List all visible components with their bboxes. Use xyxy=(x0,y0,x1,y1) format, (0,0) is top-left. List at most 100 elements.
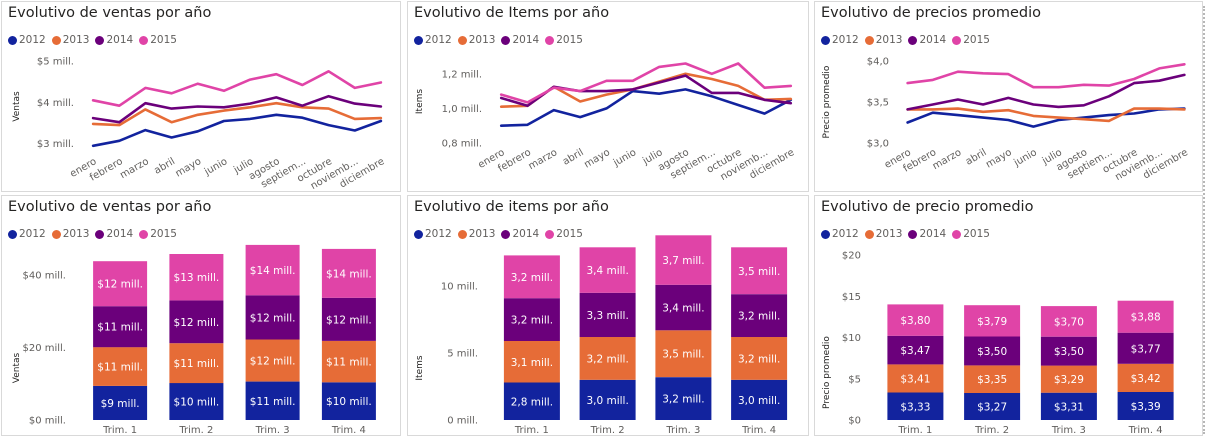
data-label: 3,7 mill. xyxy=(662,255,704,267)
y-tick-label: $20 xyxy=(842,251,861,262)
bar-segment-2013 xyxy=(655,330,712,378)
legend-item-2015[interactable]: 2015 xyxy=(139,228,177,240)
data-label: $3,50 xyxy=(977,346,1007,358)
legend-item-2013[interactable]: 2013 xyxy=(457,34,495,46)
legend-item-2013[interactable]: 2013 xyxy=(51,34,89,46)
y-tick-label: 5 mill. xyxy=(447,349,478,360)
x-tick-label: mayo xyxy=(174,156,204,179)
bar-segment-2012 xyxy=(93,385,148,420)
data-label: $13 mill. xyxy=(174,272,220,284)
data-label: $11 mill. xyxy=(326,357,372,369)
panel-line-ventas[interactable]: Evolutivo de ventas por año 2012 2013 20… xyxy=(1,1,401,192)
chart-title: Evolutivo de precios promedio xyxy=(821,5,1042,21)
bar-segment-2014 xyxy=(321,297,376,341)
x-tick-label: mayo xyxy=(984,147,1014,170)
legend-item-2014[interactable]: 2014 xyxy=(908,34,946,46)
data-label: 3,2 mill. xyxy=(738,311,780,323)
y-tick-label: $4,0 xyxy=(867,57,889,68)
x-tick-label: Trim. 2 xyxy=(974,425,1009,436)
legend-item-2014[interactable]: 2014 xyxy=(501,228,539,240)
legend: 2012 2013 2014 2015 xyxy=(821,34,990,46)
legend-item-2012[interactable]: 2012 xyxy=(821,34,859,46)
data-label: 3,2 mill. xyxy=(511,315,553,327)
legend-item-2013[interactable]: 2013 xyxy=(864,228,902,240)
legend-item-2012[interactable]: 2012 xyxy=(414,228,452,240)
y-tick-label: $5 xyxy=(848,374,861,385)
legend-dot-icon xyxy=(952,35,962,45)
y-tick-label: 10 mill. xyxy=(441,282,478,293)
legend-item-2015[interactable]: 2015 xyxy=(952,34,990,46)
y-tick-label: $5 mill. xyxy=(37,57,74,68)
legend-dot-icon xyxy=(864,229,874,239)
legend-item-2014[interactable]: 2014 xyxy=(95,228,133,240)
bar-segment-2012 xyxy=(655,377,712,420)
panel-line-precios[interactable]: Evolutivo de precios promedio 2012 2013 … xyxy=(814,1,1203,192)
data-label: $3,27 xyxy=(977,402,1007,414)
legend-item-2014[interactable]: 2014 xyxy=(95,34,133,46)
panel-bar-precio[interactable]: Evolutivo de precio promedio 2012 2013 2… xyxy=(814,195,1203,436)
legend-item-2013[interactable]: 2013 xyxy=(51,228,89,240)
bar-segment-2013 xyxy=(887,364,944,393)
y-axis-title: Precio promedio xyxy=(822,336,832,409)
legend: 2012 2013 2014 2015 xyxy=(821,228,990,240)
data-label: $11 mill. xyxy=(97,362,143,374)
bar-segment-2013 xyxy=(964,365,1021,393)
data-label: $12 mill. xyxy=(250,356,296,368)
legend-dot-icon xyxy=(908,229,918,239)
y-tick-label: $3 mill. xyxy=(37,139,74,150)
data-label: $3,88 xyxy=(1131,312,1161,324)
y-tick-label: 1,0 mill. xyxy=(442,104,482,115)
legend-item-2013[interactable]: 2013 xyxy=(864,34,902,46)
legend-dot-icon xyxy=(414,229,423,239)
data-label: 3,2 mill. xyxy=(738,353,780,365)
legend-item-2014[interactable]: 2014 xyxy=(501,34,539,46)
legend-dot-icon xyxy=(457,35,467,45)
x-tick-label: Trim. 2 xyxy=(178,425,213,436)
y-axis-title: Ventas xyxy=(12,352,22,383)
y-axis-title: Items xyxy=(415,89,425,114)
data-label: $12 mill. xyxy=(97,279,143,291)
panel-bar-items[interactable]: Evolutivo de items por año 2012 2013 201… xyxy=(407,195,809,436)
legend-item-2012[interactable]: 2012 xyxy=(821,228,859,240)
legend-item-2012[interactable]: 2012 xyxy=(414,34,452,46)
legend-item-2015[interactable]: 2015 xyxy=(952,228,990,240)
legend-item-2013[interactable]: 2013 xyxy=(457,228,495,240)
series-line-2012 xyxy=(906,107,1186,128)
chart-title: Evolutivo de items por año xyxy=(414,199,609,215)
panel-line-items[interactable]: Evolutivo de Items por año 2012 2013 201… xyxy=(407,1,809,192)
bar-segment-2015 xyxy=(731,247,788,295)
y-axis-title: Items xyxy=(415,355,425,380)
x-tick-label: abril xyxy=(152,156,177,177)
series-line-2014 xyxy=(91,94,383,124)
x-tick-label: Trim. 1 xyxy=(514,425,549,436)
x-tick-label: marzo xyxy=(118,156,151,181)
x-tick-label: Trim. 3 xyxy=(255,425,290,436)
legend-item-2015[interactable]: 2015 xyxy=(545,34,583,46)
chart-title: Evolutivo de ventas por año xyxy=(8,199,212,215)
bar-segment-2015 xyxy=(887,304,944,336)
legend-dot-icon xyxy=(414,35,423,45)
legend-item-2015[interactable]: 2015 xyxy=(545,228,583,240)
bar-segment-2012 xyxy=(1117,392,1174,420)
bar-segment-2014 xyxy=(887,335,944,365)
bar-segment-2014 xyxy=(579,292,636,337)
x-tick-label: Trim. 2 xyxy=(590,425,625,436)
bar-segment-2012 xyxy=(579,379,636,420)
legend-item-2015[interactable]: 2015 xyxy=(139,34,177,46)
bar-segment-2013 xyxy=(1040,365,1097,393)
panel-bar-ventas[interactable]: Evolutivo de ventas por año 2012 2013 20… xyxy=(1,195,401,436)
legend-item-2012[interactable]: 2012 xyxy=(8,34,46,46)
bar-segment-2015 xyxy=(1117,300,1174,333)
y-tick-label: $15 xyxy=(842,292,861,303)
legend-item-2012[interactable]: 2012 xyxy=(8,228,46,240)
x-tick-label: Trim. 4 xyxy=(331,425,366,436)
bar-segment-2014 xyxy=(964,336,1021,366)
legend: 2012 2013 2014 2015 xyxy=(8,228,177,240)
x-tick-label: marzo xyxy=(931,147,964,172)
legend-dot-icon xyxy=(139,35,149,45)
legend-item-2014[interactable]: 2014 xyxy=(908,228,946,240)
bar-segment-2012 xyxy=(887,392,944,420)
legend-dot-icon xyxy=(864,35,874,45)
data-label: $11 mill. xyxy=(174,358,220,370)
